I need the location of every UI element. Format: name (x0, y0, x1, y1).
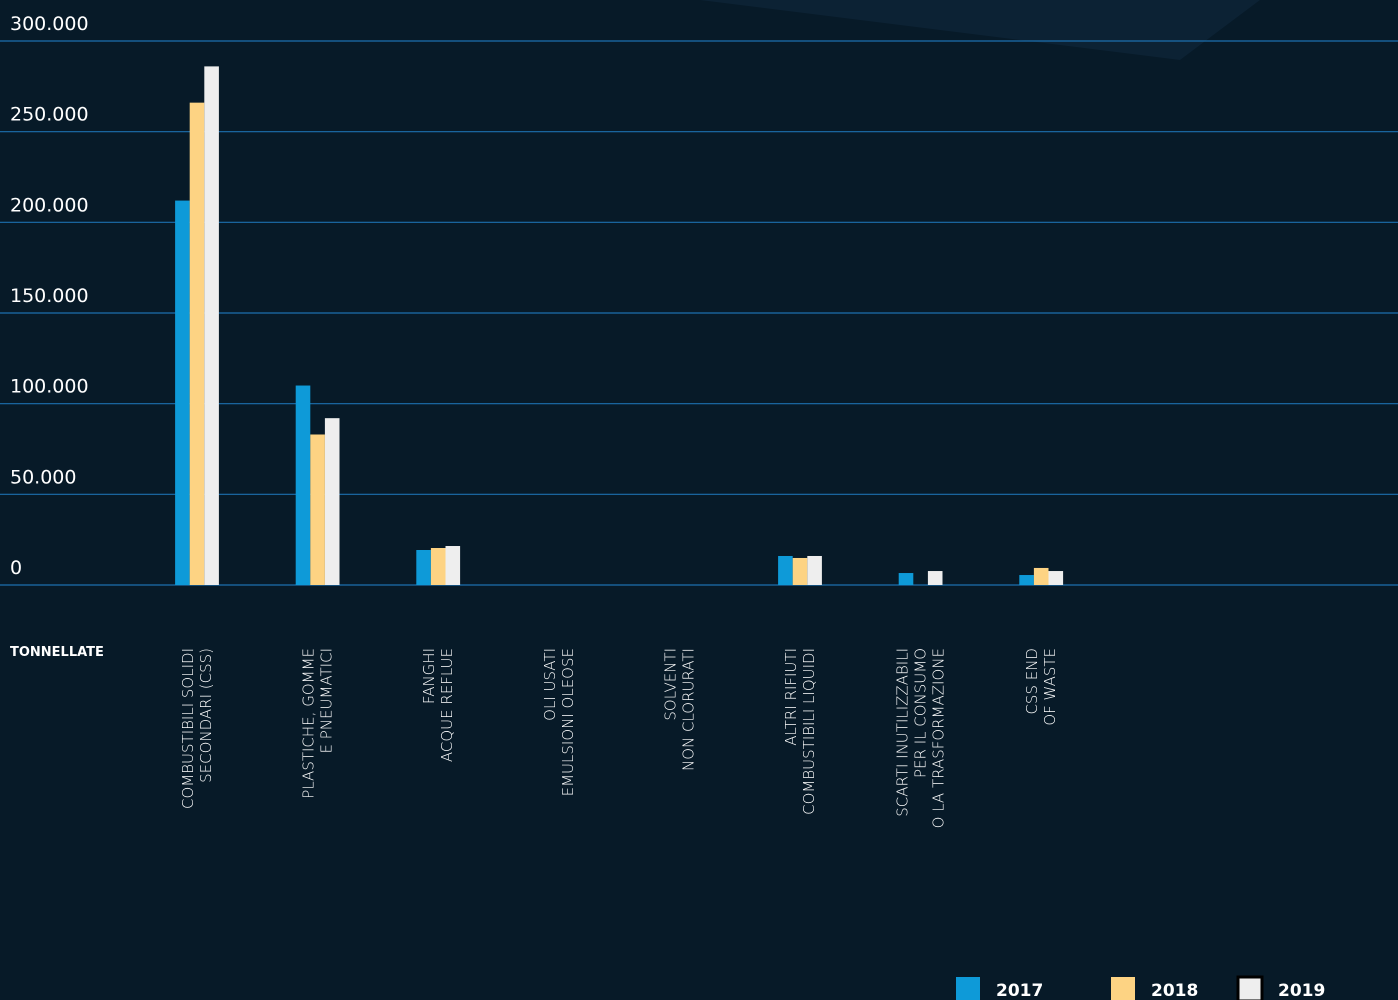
x-tick-label: SOLVENTI (661, 648, 679, 721)
y-tick-label: 250.000 (10, 104, 89, 126)
x-tick-label: O LA TRASFORMAZIONE (930, 648, 948, 828)
bar (898, 573, 914, 585)
bar (416, 550, 431, 585)
x-tick-label: PLASTICHE, GOMME (300, 648, 318, 799)
legend-swatch (1236, 975, 1264, 1000)
bar (927, 571, 943, 585)
bar (1019, 575, 1034, 585)
bar (295, 385, 311, 585)
legend-label: 2017 (996, 981, 1043, 1000)
x-tick-label: NON CLORURATI (679, 648, 697, 771)
x-tick-label: OF WASTE (1041, 648, 1059, 726)
bar (189, 102, 205, 586)
y-tick-label: 300.000 (10, 13, 89, 35)
bar (175, 200, 190, 585)
y-axis-label: TONNELLATE (10, 645, 104, 660)
bar (778, 555, 793, 585)
y-tick-label: 100.000 (10, 376, 89, 398)
x-tick-label: CSS END (1023, 648, 1041, 715)
background-shape (700, 0, 1260, 60)
legend-label: 2018 (1151, 981, 1198, 1000)
x-tick-label: SECONDARI (CSS) (197, 648, 215, 783)
bar (445, 546, 461, 585)
x-tick-label: OLI USATI (541, 648, 559, 721)
bar (204, 66, 219, 586)
bar (310, 434, 325, 585)
x-tick-label: FANGHI (420, 648, 438, 704)
x-tick-label: EMULSIONI OLEOSE (559, 648, 577, 796)
bar (1033, 567, 1049, 585)
bar (324, 418, 340, 585)
x-tick-label: COMBUSTIBILI SOLIDI (179, 648, 197, 809)
y-tick-label: 150.000 (10, 285, 89, 307)
y-tick-label: 50.000 (10, 466, 76, 488)
x-tick-label: E PNEUMATICI (318, 648, 336, 754)
x-tick-label: SCARTI INUTILIZZABILI (894, 648, 912, 817)
bar (807, 555, 822, 585)
legend-label: 2019 (1278, 981, 1325, 1000)
bar (430, 548, 446, 585)
x-tick-label: COMBUSTIBILI LIQUIDI (800, 648, 818, 815)
x-tick-label: ACQUE REFLUE (438, 648, 456, 762)
y-tick-label: 0 (10, 557, 22, 579)
x-tick-label: PER IL CONSUMO (912, 648, 930, 778)
legend-swatch (956, 977, 980, 1000)
x-tick-label: ALTRI RIFIUTI (782, 648, 800, 746)
bar (1048, 571, 1064, 585)
bar (792, 557, 808, 585)
y-tick-label: 200.000 (10, 194, 89, 216)
legend-swatch (1111, 977, 1135, 1000)
